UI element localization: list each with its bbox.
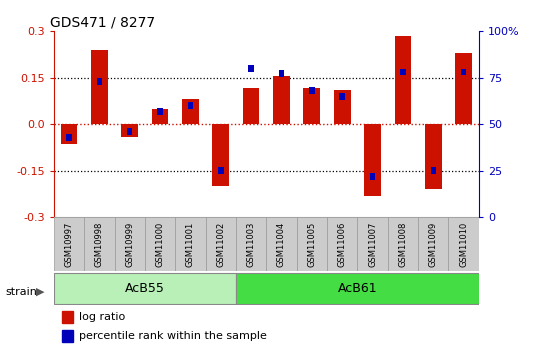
Bar [54,273,236,304]
Bar [334,90,351,124]
Bar [157,108,163,115]
Bar [461,69,466,76]
Bar [236,217,266,271]
Bar [370,173,376,180]
Bar [243,88,259,124]
Bar [206,217,236,271]
Text: GSM11001: GSM11001 [186,221,195,267]
Bar [327,217,357,271]
Bar [449,217,479,271]
Bar [303,88,320,124]
Bar [364,124,381,196]
Text: GSM11003: GSM11003 [246,221,256,267]
Text: GSM11008: GSM11008 [399,221,407,267]
Bar [266,217,296,271]
Text: GSM11005: GSM11005 [307,221,316,267]
Bar [91,50,108,124]
Text: GSM11002: GSM11002 [216,221,225,267]
Bar [455,53,472,124]
Bar [97,78,102,85]
Bar [388,217,418,271]
Bar [339,93,345,100]
Text: GSM11009: GSM11009 [429,221,438,267]
Text: log ratio: log ratio [79,312,125,322]
Text: AcB55: AcB55 [125,282,165,295]
Text: percentile rank within the sample: percentile rank within the sample [79,331,267,341]
Text: strain: strain [5,287,37,296]
Bar [175,217,206,271]
Bar [182,99,199,124]
Bar [394,36,411,124]
Bar [357,217,388,271]
Bar [218,167,223,174]
Bar [213,124,229,186]
Bar [66,134,72,141]
Bar [309,87,315,94]
Bar [236,273,479,304]
Text: GSM10998: GSM10998 [95,221,104,267]
Bar [425,124,442,189]
Bar [430,167,436,174]
Text: GSM10999: GSM10999 [125,221,134,267]
Bar [61,124,77,144]
Bar [62,330,73,342]
Text: GSM11010: GSM11010 [459,221,468,267]
Bar [152,109,168,124]
Bar [418,217,449,271]
Bar [122,124,138,137]
Bar [188,102,193,109]
Bar [115,217,145,271]
Bar [84,217,115,271]
Text: GSM11004: GSM11004 [277,221,286,267]
Bar [127,128,132,135]
Bar [400,69,406,76]
Text: AcB61: AcB61 [337,282,377,295]
Text: GSM10997: GSM10997 [65,221,74,267]
Text: GSM11000: GSM11000 [155,221,165,267]
Text: ▶: ▶ [36,287,45,296]
Bar [54,217,84,271]
Text: GSM11007: GSM11007 [368,221,377,267]
Bar [62,311,73,323]
Bar [249,65,254,72]
Bar [145,217,175,271]
Bar [296,217,327,271]
Bar [273,76,290,124]
Bar [279,70,284,77]
Text: GDS471 / 8277: GDS471 / 8277 [49,16,154,30]
Text: GSM11006: GSM11006 [338,221,346,267]
